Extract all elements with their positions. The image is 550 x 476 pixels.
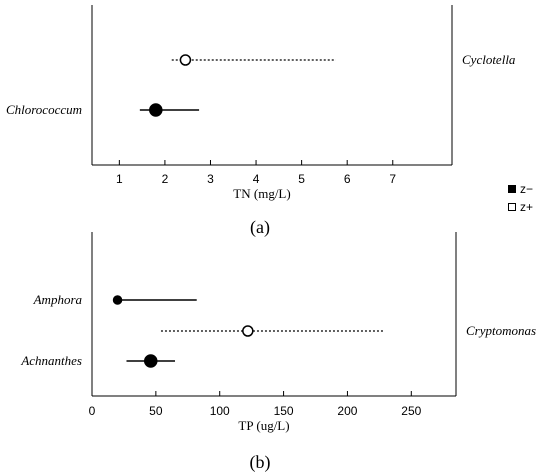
species-label: Achnanthes — [20, 353, 82, 368]
x-tick-label: 3 — [207, 172, 214, 186]
panel-label: (a) — [250, 217, 270, 238]
filled-square-icon — [508, 185, 516, 193]
data-point — [242, 325, 254, 337]
data-point — [112, 295, 123, 305]
x-tick-label: 7 — [389, 172, 396, 186]
species-label: Chlorococcum — [6, 102, 82, 117]
open-square-icon — [508, 203, 516, 211]
species-label: Cryptomonas — [466, 323, 536, 338]
panel-b: 0 50 100 150 200 250 TP (ug/L) (b) Amphora Crypto… — [20, 232, 536, 473]
x-tick-label: 50 — [149, 404, 163, 418]
x-tick-label: 100 — [210, 404, 230, 418]
x-tick-label: 5 — [298, 172, 305, 186]
x-axis-title: TN (mg/L) — [233, 186, 290, 201]
x-tick-label: 150 — [274, 404, 294, 418]
panel-label: (b) — [250, 452, 271, 473]
legend-label-z-plus: z+ — [520, 200, 534, 214]
legend-item-z-plus: z+ — [508, 198, 533, 216]
species-label: Amphora — [33, 292, 83, 307]
data-point — [149, 103, 163, 117]
x-tick-label: 200 — [337, 404, 357, 418]
data-point — [179, 54, 192, 66]
legend: z− z+ — [508, 180, 533, 216]
x-axis-title: TP (ug/L) — [238, 418, 289, 433]
x-tick-label: 250 — [401, 404, 421, 418]
panel-a: 1 2 3 4 5 6 7 TN (mg/L) (a) Cyclotella Chlorococcu… — [6, 5, 516, 238]
x-tick-label: 2 — [162, 172, 169, 186]
x-tick-label: 1 — [116, 172, 123, 186]
legend-item-z-minus: z− — [508, 180, 533, 198]
data-point — [144, 354, 158, 368]
x-tick-label: 0 — [89, 404, 96, 418]
x-tick-label: 6 — [344, 172, 351, 186]
legend-label-z-minus: z− — [520, 182, 534, 196]
species-label: Cyclotella — [462, 52, 516, 67]
x-tick-label: 4 — [253, 172, 260, 186]
